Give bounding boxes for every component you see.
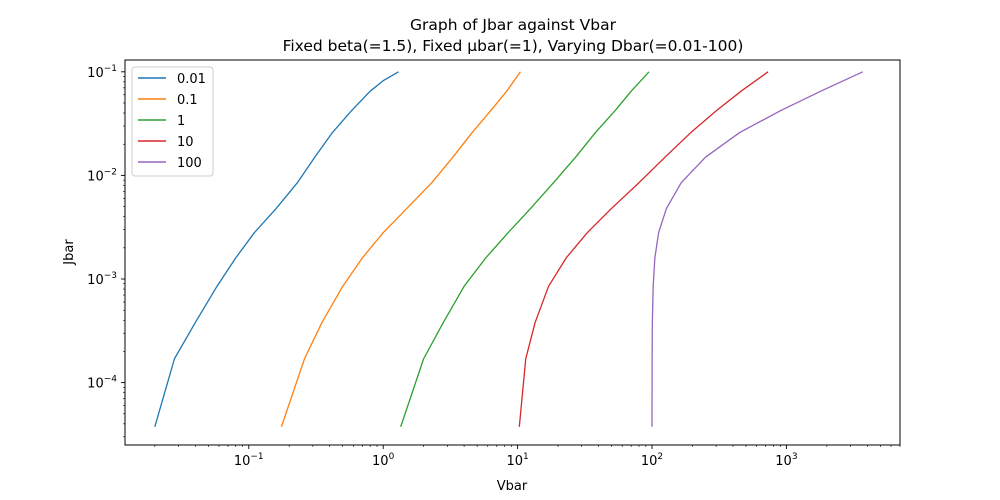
y-tick-label-0: 10−4 <box>87 375 117 392</box>
x-tick-exp-0: −1 <box>250 452 263 462</box>
legend-label-3: 10 <box>177 135 194 150</box>
chart-title: Graph of Jbar against Vbar <box>410 16 617 34</box>
x-tick-exp-2: 1 <box>523 452 529 462</box>
legend-label-0: 0.01 <box>177 72 206 87</box>
series-layer <box>154 71 864 427</box>
x-tick-exp-1: 0 <box>389 452 395 462</box>
series-line-1 <box>280 71 521 427</box>
legend-label-2: 1 <box>177 114 185 129</box>
y-tick-base-0: 10 <box>87 377 104 392</box>
x-tick-label-2: 101 <box>506 452 528 469</box>
legend-box <box>131 66 214 177</box>
x-tick-label-1: 100 <box>372 452 395 469</box>
x-tick-base-1: 10 <box>372 454 389 469</box>
y-tick-label-2: 10−2 <box>87 167 117 184</box>
x-axis: 10−1 100 101 102 103 <box>154 445 901 469</box>
y-tick-label-3: 10−1 <box>87 64 117 81</box>
y-tick-base-3: 10 <box>87 66 104 81</box>
x-tick-base-0: 10 <box>234 454 251 469</box>
legend-label-1: 0.1 <box>177 93 198 108</box>
y-tick-label-1: 10−3 <box>87 271 117 288</box>
x-tick-label-0: 10−1 <box>234 452 264 469</box>
x-tick-base-2: 10 <box>506 454 523 469</box>
x-tick-base-4: 10 <box>775 454 792 469</box>
y-axis-label: Jbar <box>62 239 77 266</box>
series-line-0 <box>154 71 399 427</box>
y-tick-exp-2: −2 <box>104 167 117 177</box>
y-axis: 10−410−310−210−1 <box>87 64 125 438</box>
y-tick-exp-3: −1 <box>104 64 117 74</box>
x-tick-base-3: 10 <box>641 454 658 469</box>
legend-label-4: 100 <box>177 156 202 171</box>
x-tick-label-3: 102 <box>641 452 663 469</box>
x-tick-label-4: 103 <box>775 452 797 469</box>
y-tick-exp-1: −3 <box>104 271 117 281</box>
y-tick-base-2: 10 <box>87 169 104 184</box>
legend: 0.01 0.1 1 10 100 <box>131 66 214 177</box>
chart-subtitle: Fixed beta(=1.5), Fixed µbar(=1), Varyin… <box>283 37 744 55</box>
x-axis-label: Vbar <box>497 479 528 494</box>
y-tick-exp-0: −4 <box>104 375 118 385</box>
x-tick-exp-3: 2 <box>657 452 663 462</box>
plot-area-frame <box>124 59 901 446</box>
x-tick-exp-4: 3 <box>792 452 798 462</box>
series-line-4 <box>651 71 864 427</box>
y-tick-base-1: 10 <box>87 273 104 288</box>
series-line-3 <box>518 71 769 427</box>
series-line-2 <box>400 71 650 427</box>
